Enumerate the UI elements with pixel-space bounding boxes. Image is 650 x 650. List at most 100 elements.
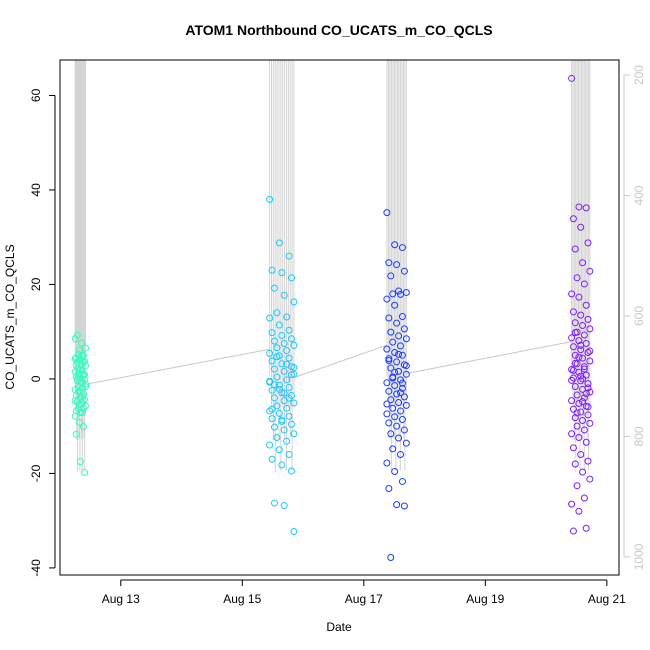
data-point [400, 426, 408, 434]
data-point [568, 397, 576, 405]
data-point [82, 344, 90, 352]
data-point [389, 404, 397, 412]
plot-frame [59, 59, 620, 576]
data-point [290, 430, 298, 438]
data-point [383, 379, 391, 387]
data-point [580, 331, 588, 339]
data-point [285, 326, 293, 334]
data-point [577, 377, 585, 385]
data-point [285, 252, 293, 260]
data-point [266, 314, 274, 322]
data-point [275, 409, 283, 417]
data-point [270, 381, 278, 389]
data-point [283, 347, 291, 355]
data-point [580, 494, 588, 502]
data-point [385, 485, 393, 493]
data-point [383, 209, 391, 217]
data-point [280, 502, 288, 510]
y2-tick-label: 400 [632, 185, 646, 205]
data-point [74, 387, 82, 395]
data-point [283, 376, 291, 384]
data-point [582, 204, 590, 212]
data-point [73, 331, 81, 339]
data-point [571, 460, 579, 468]
x-tick-label: Aug 21 [588, 592, 626, 606]
data-point [71, 397, 79, 405]
y2-tick-label: 200 [632, 65, 646, 85]
data-point [273, 309, 281, 317]
x-axis: Aug 13 Aug 15 Aug 17 Aug 19 Aug 21 [102, 579, 626, 606]
data-point [270, 337, 278, 345]
data-point [283, 404, 291, 412]
y2-tick-label: 1000 [632, 543, 646, 570]
data-point [573, 391, 581, 399]
data-point [586, 475, 594, 483]
data-point [571, 245, 579, 253]
data-point [568, 74, 576, 82]
data-point [385, 355, 393, 363]
data-point [586, 419, 594, 427]
flight-link-lines [85, 341, 572, 385]
data-point [387, 430, 395, 438]
data-point [287, 274, 295, 282]
data-point [573, 409, 581, 417]
data-point [568, 376, 576, 384]
data-point [579, 322, 587, 330]
data-point [82, 362, 90, 370]
data-point [393, 501, 401, 509]
x-tick-label: Aug 13 [102, 592, 140, 606]
data-point [398, 379, 406, 387]
data-point [280, 389, 288, 397]
data-point [580, 280, 588, 288]
data-point [577, 311, 585, 319]
data-point [385, 314, 393, 322]
data-point [577, 408, 585, 416]
data-point [290, 364, 298, 372]
data-point [79, 423, 87, 431]
data-point [268, 329, 276, 337]
y-axis-title: CO_UCATS_m_CO_QCLS [3, 244, 17, 389]
data-point [75, 346, 83, 354]
data-point [278, 269, 286, 277]
data-point [387, 554, 395, 562]
data-point [283, 360, 291, 368]
data-point [568, 500, 576, 508]
data-point [580, 365, 588, 373]
data-point [77, 378, 85, 386]
data-point [584, 411, 592, 419]
data-point [387, 272, 395, 280]
data-point [582, 524, 590, 532]
data-point [400, 325, 408, 333]
data-point [383, 345, 391, 353]
data-point [285, 412, 293, 420]
data-point [78, 392, 86, 400]
data-point [577, 223, 585, 231]
data-point [287, 335, 295, 343]
data-point [268, 386, 276, 394]
data-point [80, 371, 88, 379]
data-point [280, 426, 288, 434]
data-point [402, 335, 410, 343]
data-point [569, 527, 577, 535]
data-point [385, 259, 393, 267]
data-point [398, 477, 406, 485]
data-point [580, 363, 588, 371]
y-tick-label: 60 [29, 88, 43, 102]
data-point [586, 267, 594, 275]
data-point [577, 346, 585, 354]
data-point [383, 459, 391, 467]
data-point [402, 370, 410, 378]
data-point [383, 295, 391, 303]
data-point [285, 451, 293, 459]
data-point [76, 408, 84, 416]
data-point [571, 319, 579, 327]
y-axis: -40 -20 0 20 40 60 [29, 88, 56, 577]
data-point [391, 301, 399, 309]
data-point [266, 195, 274, 203]
data-point [270, 423, 278, 431]
data-point [395, 399, 403, 407]
data-point [76, 366, 84, 374]
data-point [575, 337, 583, 345]
data-point [393, 261, 401, 269]
data-point [82, 382, 90, 390]
